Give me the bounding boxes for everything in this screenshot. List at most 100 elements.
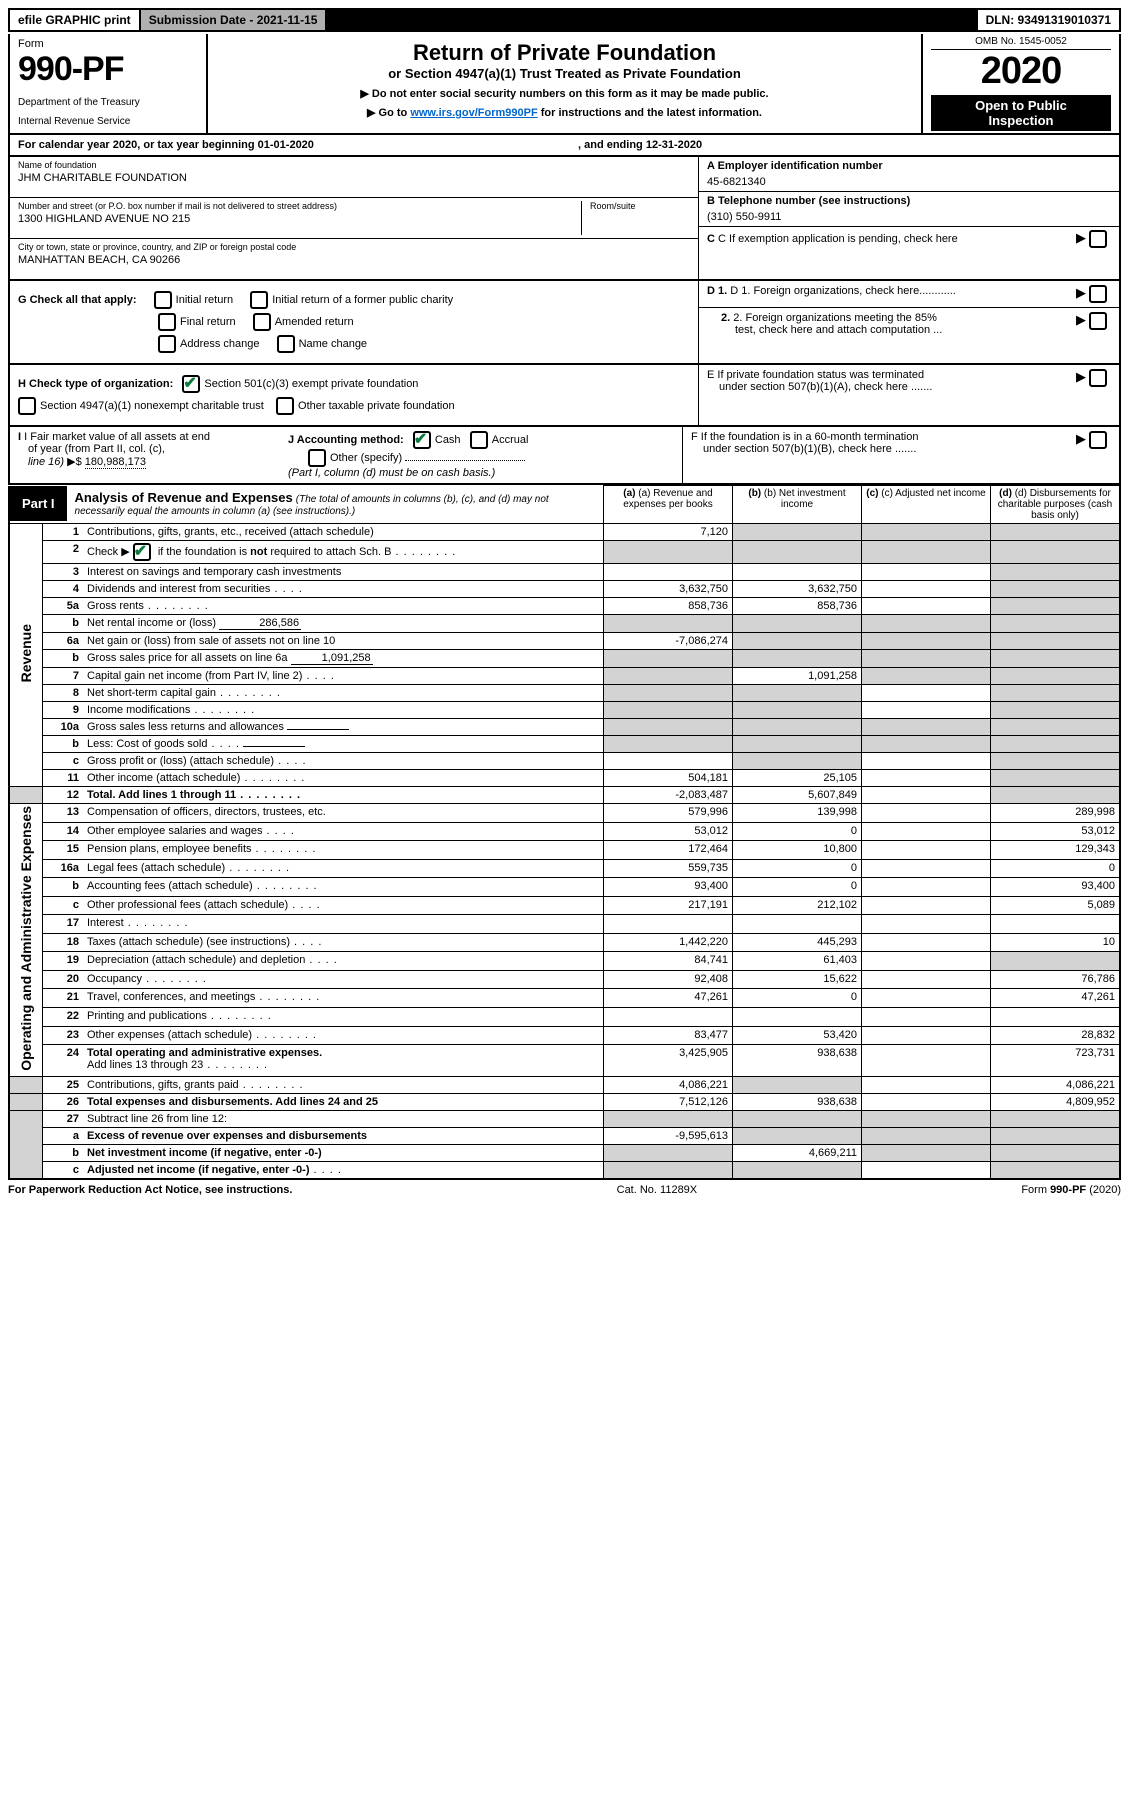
- checkbox-cash[interactable]: [413, 431, 431, 449]
- g-initial-pub: Initial return of a former public charit…: [272, 294, 453, 306]
- r16a-d: Legal fees (attach schedule): [87, 862, 225, 874]
- checkbox-amended[interactable]: [253, 313, 271, 331]
- checkbox-e[interactable]: [1089, 369, 1107, 387]
- d1-check: ▶: [1076, 285, 1111, 303]
- checkbox-d1[interactable]: [1089, 285, 1107, 303]
- r5a-a: 858,736: [604, 598, 733, 615]
- row-25: 25 Contributions, gifts, grants paid 4,0…: [9, 1076, 1120, 1093]
- checkbox-final[interactable]: [158, 313, 176, 331]
- r16b-d: Accounting fees (attach schedule): [87, 880, 253, 892]
- checkbox-c[interactable]: [1089, 230, 1107, 248]
- h-opt1: Section 501(c)(3) exempt private foundat…: [204, 378, 418, 390]
- r15-a: 172,464: [604, 841, 733, 860]
- r24-d1: Total operating and administrative expen…: [87, 1047, 599, 1059]
- r3-a: [604, 564, 733, 581]
- checkbox-501c3[interactable]: [182, 375, 200, 393]
- row-19: 19 Depreciation (attach schedule) and de…: [9, 952, 1120, 971]
- r26-dd: 4,809,952: [991, 1093, 1121, 1110]
- r27-c: [862, 1110, 991, 1127]
- g-name-change: Name change: [299, 338, 368, 350]
- r16a-num: 16a: [43, 859, 84, 878]
- r25-b: [733, 1076, 862, 1093]
- r21-b: 0: [733, 989, 862, 1008]
- r10b-c: [862, 736, 991, 753]
- g-row2: Final return Amended return: [18, 313, 690, 331]
- r19-desc: Depreciation (attach schedule) and deple…: [83, 952, 604, 971]
- row-14: 14 Other employee salaries and wages 53,…: [9, 822, 1120, 841]
- checkbox-initial-pub[interactable]: [250, 291, 268, 309]
- r16b-dd: 93,400: [991, 878, 1121, 897]
- row-10a: 10a Gross sales less returns and allowan…: [9, 719, 1120, 736]
- e1-label: E If private foundation status was termi…: [707, 369, 932, 381]
- checkbox-initial[interactable]: [154, 291, 172, 309]
- e-text: E If private foundation status was termi…: [707, 369, 932, 393]
- f-check: ▶: [1076, 431, 1111, 449]
- checkbox-4947[interactable]: [18, 397, 36, 415]
- foundation-name: JHM CHARITABLE FOUNDATION: [18, 172, 690, 184]
- r19-d: Depreciation (attach schedule) and deple…: [87, 954, 305, 966]
- col-d-head: (d) (d) Disbursements for charitable pur…: [991, 486, 1121, 524]
- r9-b: [733, 702, 862, 719]
- j-row1: J Accounting method: Cash Accrual: [288, 431, 674, 449]
- r19-c: [862, 952, 991, 971]
- r12-d: [991, 787, 1121, 804]
- r26-b: 938,638: [733, 1093, 862, 1110]
- part1-header-cell: Part I Analysis of Revenue and Expenses …: [9, 486, 604, 524]
- r10b-num: b: [43, 736, 84, 753]
- row-10b: b Less: Cost of goods sold: [9, 736, 1120, 753]
- r6a-a: -7,086,274: [604, 633, 733, 650]
- r7-num: 7: [43, 668, 84, 685]
- checkbox-accrual[interactable]: [470, 431, 488, 449]
- r10a-dd: [991, 719, 1121, 736]
- r24-dd: 723,731: [991, 1045, 1121, 1077]
- r1-num: 1: [43, 524, 84, 541]
- open-public: Open to Public Inspection: [931, 95, 1111, 131]
- f1-label: F If the foundation is in a 60-month ter…: [691, 431, 918, 443]
- d1-row: D 1. D 1. Foreign organizations, check h…: [699, 281, 1119, 308]
- r10b-b: [733, 736, 862, 753]
- r18-a: 1,442,220: [604, 933, 733, 952]
- r2-post: if the foundation is not required to att…: [155, 546, 392, 558]
- r2-a: [604, 541, 733, 564]
- part1-header-row: Part I Analysis of Revenue and Expenses …: [9, 486, 1120, 524]
- checkbox-j-other[interactable]: [308, 449, 326, 467]
- r11-b: 25,105: [733, 770, 862, 787]
- r12-a: -2,083,487: [604, 787, 733, 804]
- r5b-a: [604, 615, 733, 633]
- row-21: 21 Travel, conferences, and meetings 47,…: [9, 989, 1120, 1008]
- checkbox-name-change[interactable]: [277, 335, 295, 353]
- part1-desc: Analysis of Revenue and Expenses (The to…: [67, 486, 603, 521]
- r24-b: 938,638: [733, 1045, 862, 1077]
- d2b-label: test, check here and attach computation …: [707, 324, 942, 336]
- row-13: Operating and Administrative Expenses 13…: [9, 804, 1120, 823]
- r15-d: Pension plans, employee benefits: [87, 843, 252, 855]
- checkbox-other-taxable[interactable]: [276, 397, 294, 415]
- r25-dd: 4,086,221: [991, 1076, 1121, 1093]
- j-row2: Other (specify): [288, 449, 674, 467]
- r3-d: [991, 564, 1121, 581]
- row-6b: b Gross sales price for all assets on li…: [9, 650, 1120, 668]
- r26-side: [9, 1093, 43, 1110]
- irs-link[interactable]: www.irs.gov/Form990PF: [410, 107, 537, 119]
- r24-d2: Add lines 13 through 23: [87, 1059, 599, 1071]
- checkbox-schb[interactable]: [133, 543, 151, 561]
- checkbox-d2[interactable]: [1089, 312, 1107, 330]
- row-26: 26 Total expenses and disbursements. Add…: [9, 1093, 1120, 1110]
- revenue-side: Revenue: [9, 524, 43, 787]
- checkbox-f[interactable]: [1089, 431, 1107, 449]
- i-section: I I Fair market value of all assets at e…: [18, 431, 288, 479]
- r10a-b: [733, 719, 862, 736]
- d2-text: 2. 2. Foreign organizations meeting the …: [707, 312, 942, 336]
- top-bar: efile GRAPHIC print Submission Date - 20…: [8, 8, 1121, 32]
- r14-a: 53,012: [604, 822, 733, 841]
- r25-a: 4,086,221: [604, 1076, 733, 1093]
- r7-b: 1,091,258: [733, 668, 862, 685]
- r10a-desc: Gross sales less returns and allowances: [83, 719, 604, 736]
- g-initial: Initial return: [176, 294, 233, 306]
- checkbox-addr-change[interactable]: [158, 335, 176, 353]
- r16c-dd: 5,089: [991, 896, 1121, 915]
- r20-num: 20: [43, 970, 84, 989]
- r10a-inline: [287, 729, 349, 730]
- r1-b: [733, 524, 862, 541]
- r14-c: [862, 822, 991, 841]
